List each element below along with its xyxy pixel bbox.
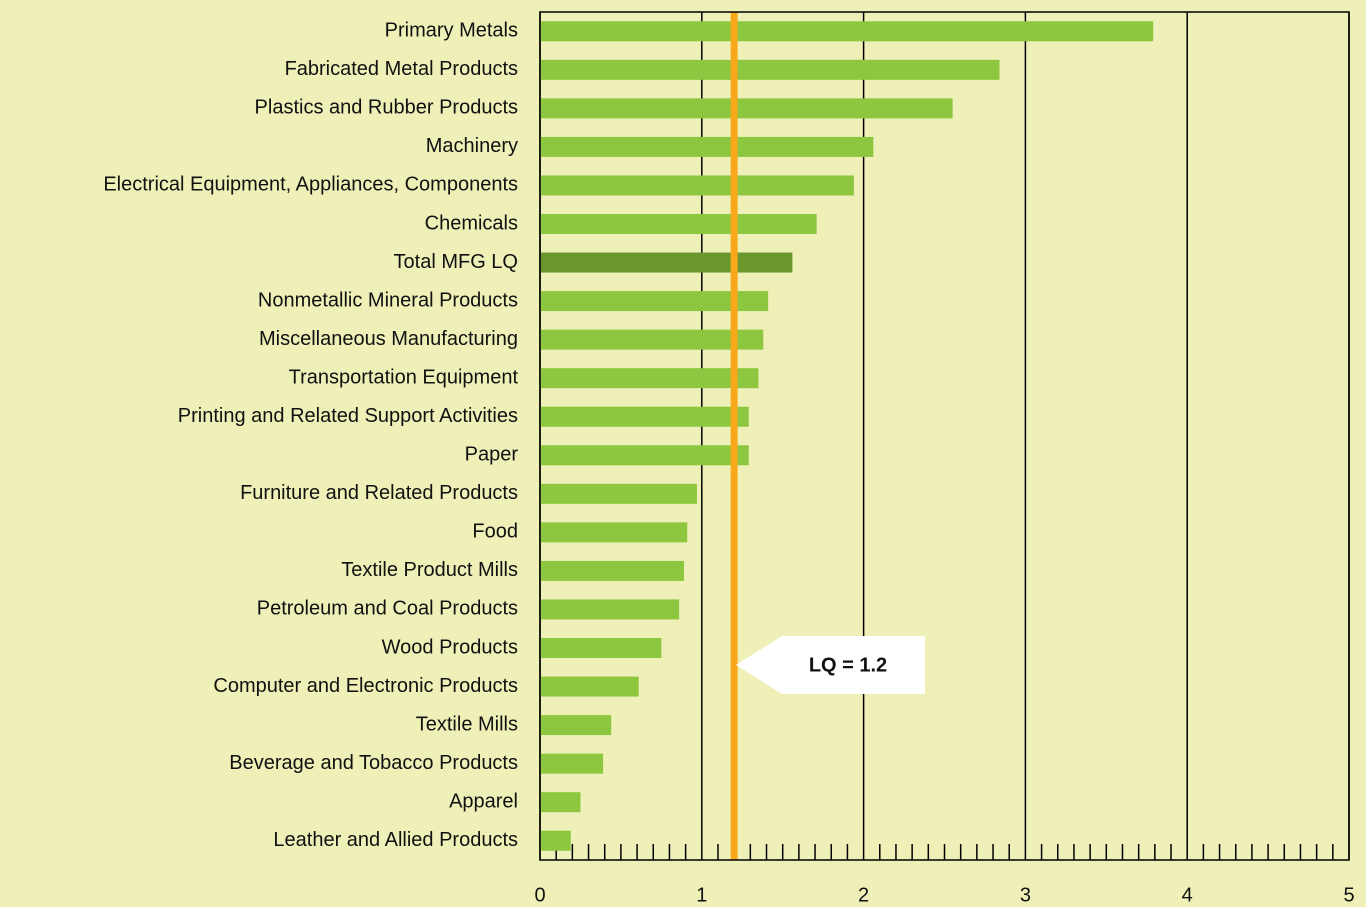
y-tick-label: Furniture and Related Products xyxy=(240,482,518,504)
y-tick-label: Nonmetallic Mineral Products xyxy=(258,289,518,311)
bar xyxy=(540,406,749,427)
y-tick-label: Miscellaneous Manufacturing xyxy=(259,328,518,350)
y-tick-label: Chemicals xyxy=(425,212,518,234)
y-tick-label: Apparel xyxy=(449,790,518,812)
x-tick-label: 5 xyxy=(1343,884,1354,906)
plot-frame xyxy=(539,11,1350,861)
bar xyxy=(540,676,639,697)
y-tick-label: Primary Metals xyxy=(385,20,518,42)
x-tick-label: 4 xyxy=(1182,884,1193,906)
y-tick-label: Plastics and Rubber Products xyxy=(255,97,518,119)
bar xyxy=(540,638,662,658)
callout-box xyxy=(736,636,925,694)
bar xyxy=(540,599,680,620)
callout: LQ = 1.2 xyxy=(736,636,925,694)
bar xyxy=(540,21,1154,42)
bar xyxy=(540,522,688,543)
x-tick-label: 3 xyxy=(1020,884,1031,906)
bar xyxy=(540,175,854,196)
bar xyxy=(540,715,612,736)
bar xyxy=(540,830,571,851)
x-tick-label: 0 xyxy=(534,884,545,906)
bar xyxy=(540,59,1000,80)
bar xyxy=(540,98,953,119)
y-tick-label: Paper xyxy=(465,444,519,466)
y-tick-label: Total MFG LQ xyxy=(394,251,518,273)
bar xyxy=(540,368,759,389)
y-tick-label: Food xyxy=(472,521,518,543)
bar xyxy=(540,252,793,273)
bar xyxy=(540,445,749,466)
bar xyxy=(540,136,874,157)
reference-label: LQ = 1.2 xyxy=(809,654,887,676)
bar xyxy=(540,753,604,774)
y-tick-label: Electrical Equipment, Appliances, Compon… xyxy=(103,174,518,196)
y-tick-label: Beverage and Tobacco Products xyxy=(229,752,518,774)
bar xyxy=(540,560,685,581)
bar xyxy=(540,483,697,504)
bar xyxy=(540,792,581,813)
y-tick-label: Textile Mills xyxy=(416,713,518,735)
bar xyxy=(540,291,769,312)
y-tick-label: Computer and Electronic Products xyxy=(213,675,518,697)
y-tick-label: Fabricated Metal Products xyxy=(285,58,518,80)
x-tick-label: 1 xyxy=(696,884,707,906)
y-tick-label: Leather and Allied Products xyxy=(273,829,518,851)
bar xyxy=(540,329,764,350)
bar xyxy=(540,214,817,234)
x-tick-label: 2 xyxy=(858,884,869,906)
y-tick-label: Transportation Equipment xyxy=(289,366,519,388)
y-tick-label: Printing and Related Support Activities xyxy=(178,405,518,427)
y-tick-label: Petroleum and Coal Products xyxy=(257,598,518,620)
y-tick-label: Machinery xyxy=(426,135,518,157)
y-tick-label: Wood Products xyxy=(382,636,518,658)
y-tick-label: Textile Product Mills xyxy=(341,559,518,581)
